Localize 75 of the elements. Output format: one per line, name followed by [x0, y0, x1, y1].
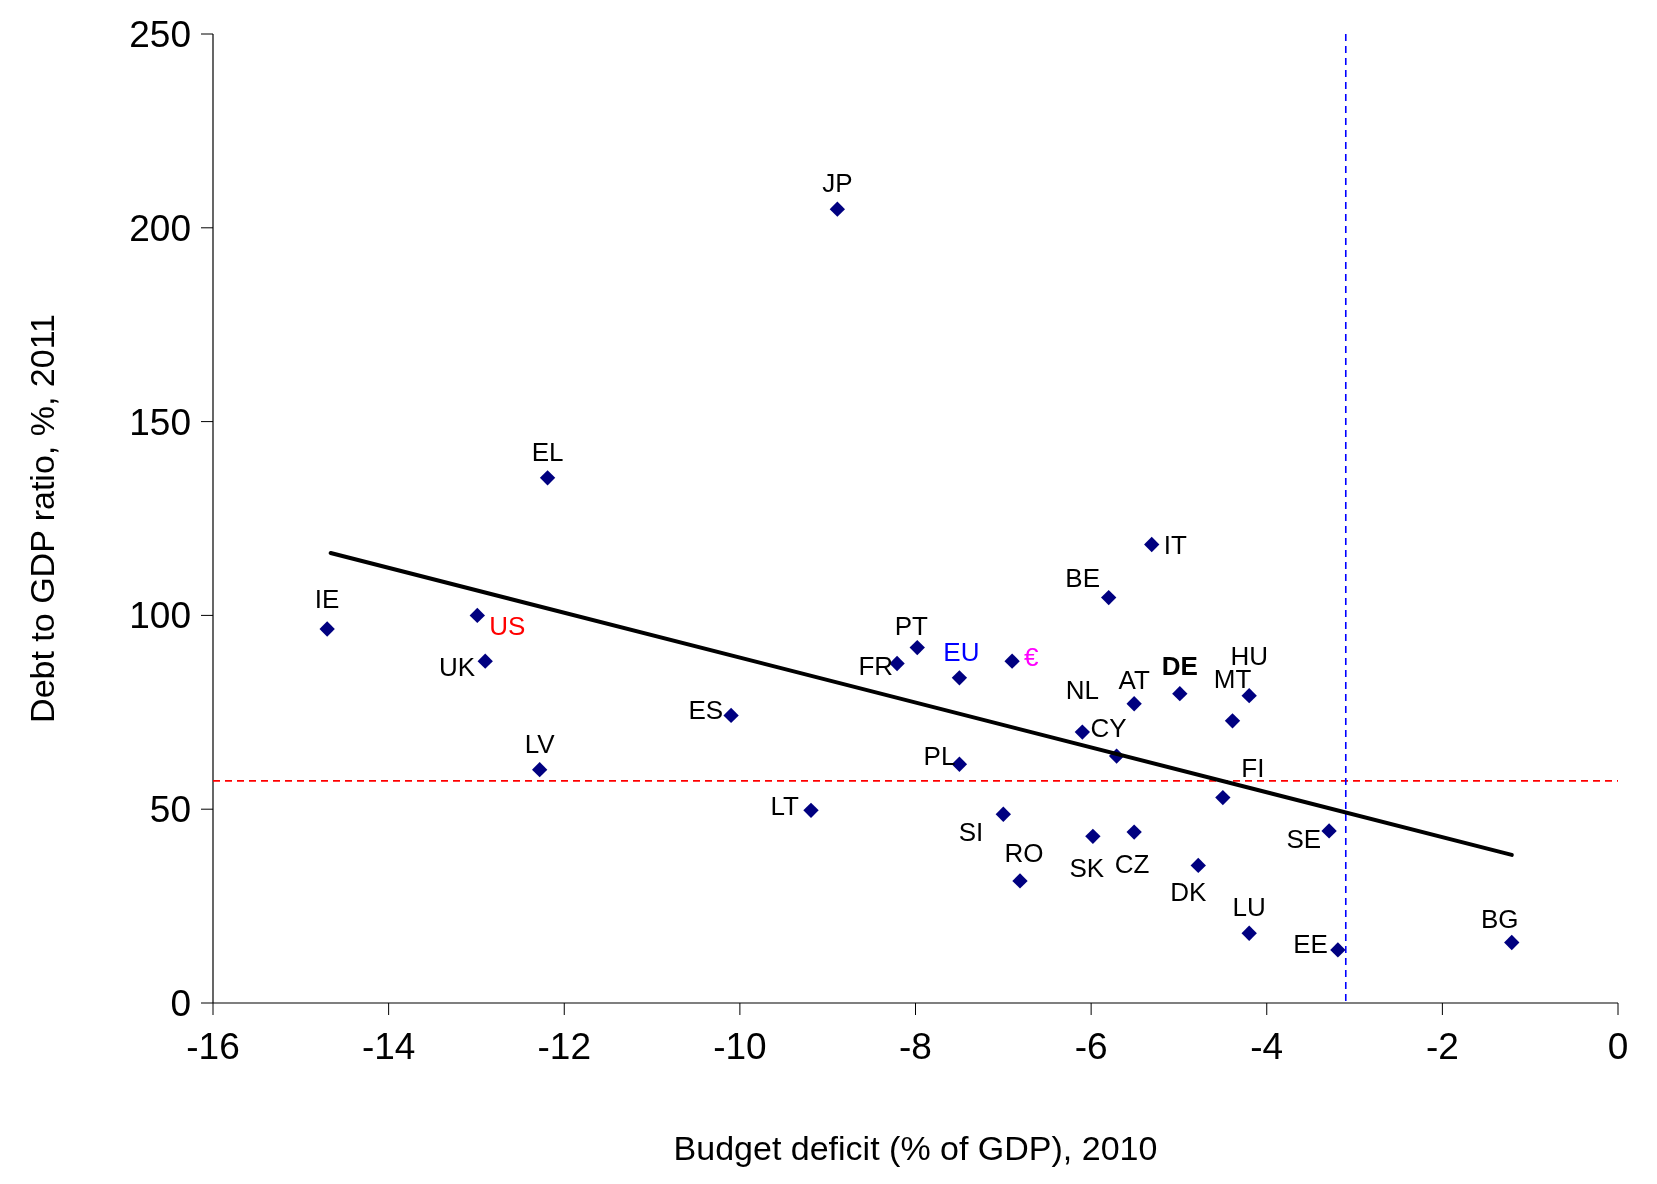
- x-tick-label: 0: [1607, 1026, 1629, 1067]
- x-tick-label: -4: [1250, 1026, 1284, 1067]
- point: [1144, 536, 1160, 553]
- x-tick-label: -12: [537, 1026, 591, 1067]
- annotation: HU: [1230, 640, 1268, 671]
- x-tick-label: -16: [186, 1026, 240, 1067]
- y-tick-label: 150: [129, 401, 191, 443]
- x-tick-label: -14: [361, 1026, 416, 1067]
- annotation: €: [1024, 642, 1040, 673]
- annotation: CZ: [1114, 849, 1150, 880]
- point: [909, 639, 925, 656]
- point: [531, 761, 548, 778]
- annotation: SK: [1069, 853, 1105, 884]
- point: [1012, 873, 1028, 889]
- point: [1126, 696, 1142, 712]
- annotation: EE: [1293, 929, 1328, 959]
- point: [1101, 589, 1117, 606]
- annotation: RO: [1004, 838, 1044, 869]
- annotation: ES: [688, 694, 724, 725]
- x-axis-title: Budget deficit (% of GDP), 2010: [673, 1129, 1158, 1167]
- annotation: EU: [943, 636, 980, 667]
- annotation: PT: [894, 610, 928, 641]
- annotation: IT: [1163, 529, 1187, 560]
- point: [477, 653, 493, 669]
- annotation: BG: [1480, 903, 1519, 934]
- point: [723, 707, 739, 724]
- x-tick-label: -8: [899, 1026, 932, 1067]
- annotation: LU: [1232, 892, 1266, 923]
- y-tick-label: 0: [170, 982, 191, 1024]
- annotation: US: [489, 610, 526, 641]
- annotation: LV: [524, 728, 556, 759]
- point: [1504, 934, 1520, 951]
- x-tick-label: -2: [1425, 1026, 1459, 1067]
- annotation: BE: [1065, 562, 1101, 593]
- annotation: CY: [1090, 713, 1127, 744]
- y-tick-label: 200: [129, 207, 191, 249]
- y-tick-label: 50: [149, 789, 191, 831]
- point: [1241, 687, 1257, 704]
- annotation: SE: [1286, 824, 1322, 855]
- y-tick-label: 250: [129, 13, 191, 55]
- annotation: FI: [1241, 752, 1265, 783]
- annotation: LT: [770, 791, 800, 822]
- annotation: JP: [822, 168, 853, 199]
- point: [1085, 828, 1101, 844]
- point: [951, 670, 968, 686]
- x-tick-label: -6: [1074, 1026, 1108, 1067]
- point: [469, 607, 485, 624]
- annotation: NL: [1065, 675, 1099, 706]
- annotation: DK: [1170, 876, 1207, 907]
- point: [829, 201, 846, 217]
- point: [1172, 686, 1188, 702]
- point: [1126, 824, 1142, 840]
- annotation: FR: [858, 650, 894, 681]
- point: [1330, 942, 1346, 958]
- point: [1215, 789, 1231, 806]
- annotation: DE: [1161, 650, 1198, 681]
- point: [319, 621, 335, 637]
- point: [1074, 724, 1091, 740]
- annotation: UK: [439, 652, 476, 683]
- point: [1321, 823, 1337, 839]
- point: [1224, 713, 1241, 729]
- annotation: PL: [923, 741, 956, 772]
- point: [803, 802, 819, 819]
- annotation: SI: [958, 817, 984, 848]
- point: [1241, 925, 1257, 941]
- annotation: AT: [1118, 664, 1150, 695]
- point: [1004, 653, 1020, 669]
- point: [995, 806, 1011, 822]
- y-axis-title: Debt to GDP ratio, %, 2011: [23, 314, 61, 723]
- x-tick-label: -10: [713, 1026, 767, 1067]
- annotation: EL: [531, 436, 564, 467]
- point: [539, 470, 556, 486]
- point: [1190, 857, 1206, 874]
- annotation: IE: [314, 584, 340, 615]
- y-tick-label: 100: [129, 595, 191, 637]
